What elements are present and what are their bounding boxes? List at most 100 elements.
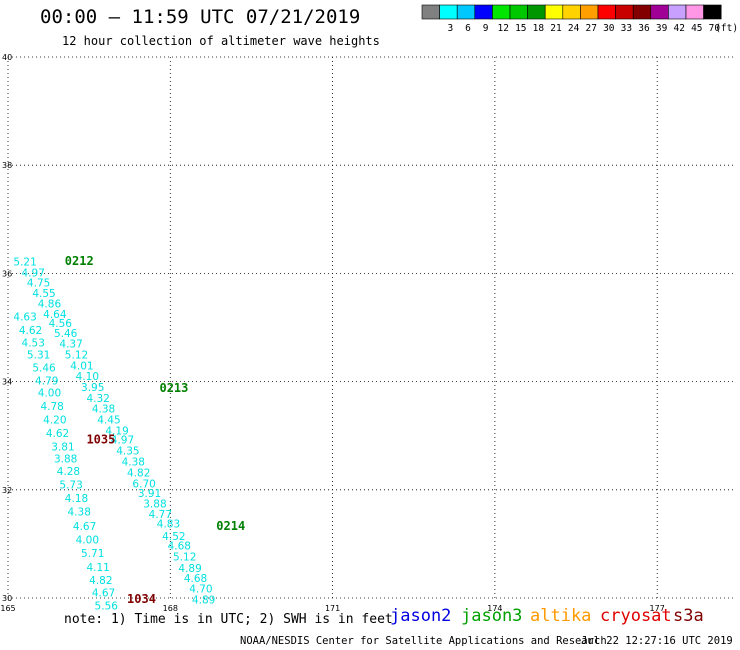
swh-value: 4.00 <box>38 387 61 399</box>
swh-value: 4.68 <box>168 541 191 553</box>
swh-value: 4.37 <box>59 339 82 351</box>
legend-tick-label: 39 <box>656 23 668 34</box>
legend-tick-label: 15 <box>515 23 526 34</box>
legend-tick-label: 27 <box>585 23 596 34</box>
swh-value: 4.18 <box>65 493 88 505</box>
swh-value: 4.10 <box>76 371 99 383</box>
swh-value: 4.19 <box>105 425 128 437</box>
swh-value: 5.21 <box>13 256 36 268</box>
swh-value: 4.86 <box>38 299 62 311</box>
swh-value: 5.73 <box>59 479 82 491</box>
swh-value: 4.62 <box>46 428 69 440</box>
swh-value: 5.12 <box>65 350 88 362</box>
swh-value: 4.82 <box>127 467 150 479</box>
swh-value: 4.97 <box>111 434 134 446</box>
y-tick-label: 32 <box>2 486 12 495</box>
swh-value: 6.70 <box>132 478 155 490</box>
pass-time-label: 0214 <box>216 519 245 533</box>
swh-value: 4.79 <box>35 376 58 388</box>
legend-tick-label: 18 <box>533 23 545 34</box>
swh-value: 3.95 <box>81 382 104 394</box>
swh-value: 5.56 <box>95 601 119 613</box>
swh-value: 4.01 <box>70 360 93 372</box>
legend-tick-label: 21 <box>550 23 562 34</box>
y-tick-label: 36 <box>2 269 12 278</box>
swh-value: 4.53 <box>22 338 45 350</box>
swh-value: 4.62 <box>19 325 42 337</box>
swh-value: 4.77 <box>149 509 172 521</box>
y-tick-label: 40 <box>2 53 12 62</box>
swh-value: 4.00 <box>76 535 99 547</box>
swh-value: 3.91 <box>138 488 161 500</box>
satellite-label-altika: altika <box>530 606 592 626</box>
page-title: 00:00 – 11:59 UTC 07/21/2019 <box>40 6 361 28</box>
swh-value: 4.28 <box>57 466 80 478</box>
legend-swatch <box>703 4 722 20</box>
swh-value: 5.46 <box>32 363 56 375</box>
footer-timestamp: Jul 22 12:27:16 UTC 2019 <box>581 635 733 647</box>
swh-value: 4.32 <box>86 393 109 405</box>
swh-value: 4.64 <box>43 309 67 321</box>
swh-value: 4.70 <box>189 583 212 595</box>
legend-tick-label: 3 <box>448 23 454 34</box>
legend-tick-label: 12 <box>497 23 508 34</box>
x-tick-label: 171 <box>325 604 340 613</box>
swh-value: 4.38 <box>92 404 115 416</box>
swh-value: 5.31 <box>27 350 50 362</box>
legend-tick-label: 24 <box>568 23 580 34</box>
swh-value: 5.71 <box>81 548 104 560</box>
color-legend: 3 6 9 12 15 18 21 24 27 30 33 36 39 42 45 70(ft) <box>421 4 738 34</box>
swh-value: 4.67 <box>73 521 96 533</box>
pass-time-label: 1035 <box>86 432 115 446</box>
swh-value: 3.88 <box>143 498 166 510</box>
swh-value: 5.46 <box>54 328 78 340</box>
swh-value: 4.68 <box>184 573 207 585</box>
swh-value: 4.63 <box>13 312 36 324</box>
swh-value: 4.89 <box>178 563 201 575</box>
pass-time-label: 0212 <box>65 254 94 268</box>
x-tick-label: 165 <box>0 604 15 613</box>
swh-value: 4.38 <box>122 457 145 469</box>
legend-tick-label: 9 <box>483 23 489 34</box>
swh-value: 4.83 <box>157 518 180 530</box>
swh-value: 4.52 <box>162 531 185 543</box>
y-tick-label: 38 <box>2 161 12 170</box>
swh-value: 4.67 <box>92 588 115 600</box>
page-subtitle: 12 hour collection of altimeter wave hei… <box>62 34 380 48</box>
pass-time-label: 0213 <box>159 381 188 395</box>
legend-tick-label: 70 <box>709 23 721 34</box>
swh-value: 3.88 <box>54 453 77 465</box>
legend-tick-label: 30 <box>603 23 615 34</box>
swh-value: 4.45 <box>97 414 120 426</box>
swh-value: 4.55 <box>32 288 55 300</box>
satellite-label-cryosat: cryosat <box>600 606 672 626</box>
x-tick-label: 177 <box>650 604 665 613</box>
footer-note: note: 1) Time is in UTC; 2) SWH is in fe… <box>64 612 393 627</box>
legend-tick-label: 45 <box>691 23 702 34</box>
swh-value: 4.78 <box>40 401 63 413</box>
footer-credit: NOAA/NESDIS Center for Satellite Applica… <box>240 635 607 647</box>
pass-time-label: 1034 <box>127 592 156 606</box>
swh-value: 3.81 <box>51 442 74 454</box>
swh-value: 4.38 <box>68 506 91 518</box>
swh-value: 4.75 <box>27 278 50 290</box>
swh-value: 4.35 <box>116 445 139 457</box>
swh-value: 4.97 <box>22 267 45 279</box>
legend-unit-label: (ft) <box>715 23 738 34</box>
satellite-label-jason2: jason2 <box>390 606 452 626</box>
swh-value: 5.12 <box>173 551 196 563</box>
legend-tick-label: 6 <box>465 23 471 34</box>
y-tick-label: 30 <box>2 594 12 603</box>
x-tick-label: 174 <box>487 604 502 613</box>
swh-value: 4.89 <box>192 595 215 607</box>
satellite-label-jason3: jason3 <box>461 606 523 626</box>
legend-tick-label: 36 <box>638 23 650 34</box>
legend-tick-label: 33 <box>621 23 632 34</box>
swh-value: 4.56 <box>49 318 73 330</box>
x-tick-label: 168 <box>163 604 178 613</box>
y-tick-label: 34 <box>2 378 12 387</box>
swh-value: 4.20 <box>43 414 66 426</box>
swh-value: 4.82 <box>89 575 112 587</box>
